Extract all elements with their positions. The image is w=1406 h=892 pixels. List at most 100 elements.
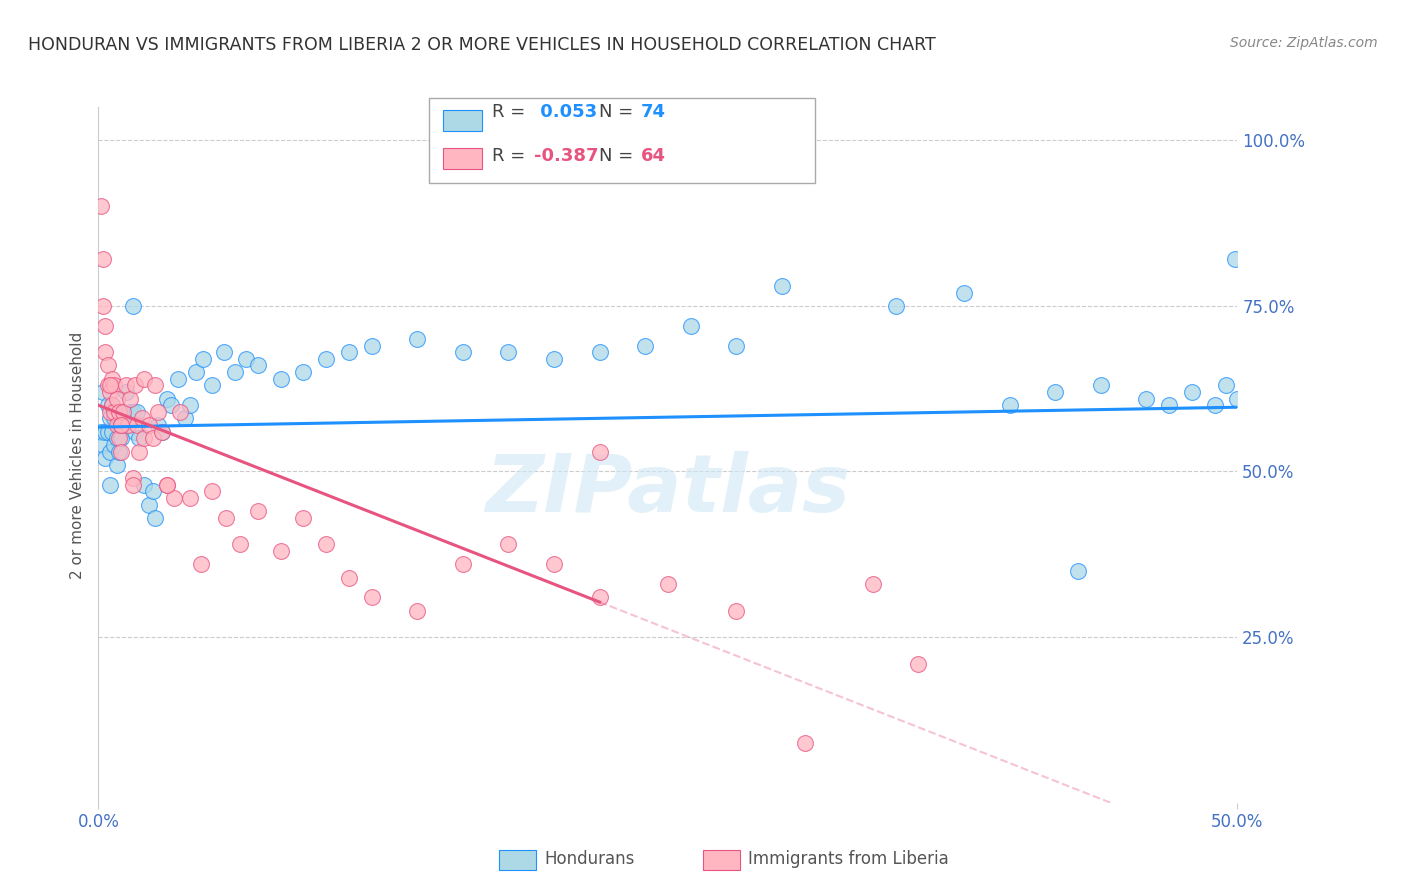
Text: 74: 74 (641, 103, 666, 121)
Point (862, 577, 884, 591)
Point (201, 484, 224, 499)
Point (498, 345, 520, 359)
Point (120, 392, 142, 406)
Point (406, 332, 429, 346)
Point (101, 398, 124, 412)
Point (315, 537, 337, 551)
Point (145, 511, 167, 525)
Point (679, 318, 702, 333)
Point (588, 444, 610, 458)
Point (96, 378, 118, 392)
Point (94, 318, 117, 333)
Point (91, 438, 114, 452)
Point (91, 384, 114, 399)
Point (1223, 252, 1246, 267)
Point (110, 431, 132, 445)
Point (1157, 398, 1180, 412)
Point (156, 392, 179, 406)
Text: R =: R = (492, 103, 531, 121)
Point (235, 351, 257, 366)
Point (224, 365, 246, 379)
Point (94, 425, 117, 439)
Text: N =: N = (599, 147, 638, 165)
Point (360, 338, 382, 352)
Point (1043, 384, 1066, 399)
Point (1067, 564, 1090, 578)
Point (110, 418, 132, 433)
Point (98, 405, 121, 419)
Point (1215, 378, 1237, 392)
Point (105, 458, 128, 472)
Point (127, 418, 149, 433)
Point (270, 372, 292, 386)
Text: HONDURAN VS IMMIGRANTS FROM LIBERIA 2 OR MORE VEHICLES IN HOUSEHOLD CORRELATION : HONDURAN VS IMMIGRANTS FROM LIBERIA 2 OR… (28, 36, 936, 54)
Point (94, 345, 117, 359)
Point (128, 444, 150, 458)
Point (114, 384, 136, 399)
Point (121, 405, 143, 419)
Point (108, 431, 131, 445)
Point (998, 398, 1021, 412)
Point (186, 365, 208, 379)
Point (179, 398, 201, 412)
Point (105, 418, 128, 433)
Point (292, 365, 315, 379)
Point (1181, 384, 1204, 399)
Point (190, 558, 212, 572)
Point (156, 477, 179, 491)
Point (337, 570, 360, 584)
Point (169, 405, 191, 419)
Text: Immigrants from Liberia: Immigrants from Liberia (748, 850, 949, 868)
Text: Hondurans: Hondurans (544, 850, 634, 868)
Point (1135, 392, 1157, 406)
Point (179, 491, 201, 505)
Text: 64: 64 (641, 147, 666, 165)
Point (315, 351, 337, 366)
Point (110, 405, 132, 419)
Point (110, 418, 132, 433)
Point (725, 338, 748, 352)
Point (156, 477, 179, 491)
Point (108, 418, 131, 433)
Point (120, 405, 142, 419)
Point (1090, 378, 1112, 392)
Point (543, 351, 565, 366)
Point (91, 252, 114, 267)
Point (112, 405, 135, 419)
Point (98, 384, 121, 399)
Point (101, 398, 124, 412)
Text: N =: N = (599, 103, 638, 121)
Point (112, 411, 135, 425)
Point (953, 285, 976, 300)
Point (110, 444, 132, 458)
Point (1226, 392, 1249, 406)
Text: -0.387: -0.387 (534, 147, 599, 165)
Point (907, 657, 929, 671)
Point (193, 351, 215, 366)
Point (360, 591, 382, 605)
Point (96, 398, 118, 412)
Point (634, 338, 657, 352)
Point (270, 544, 292, 558)
Point (292, 511, 315, 525)
Point (98, 477, 121, 491)
Point (793, 736, 815, 750)
Point (132, 431, 155, 445)
Point (246, 359, 269, 373)
Point (117, 418, 139, 433)
Point (406, 604, 429, 618)
Point (162, 491, 184, 505)
Point (91, 299, 114, 313)
Point (117, 418, 139, 433)
Point (103, 411, 125, 425)
Point (142, 431, 165, 445)
Point (215, 511, 238, 525)
Point (90, 425, 112, 439)
Point (167, 372, 190, 386)
Point (108, 405, 131, 419)
Y-axis label: 2 or more Vehicles in Household: 2 or more Vehicles in Household (69, 331, 84, 579)
Point (451, 558, 474, 572)
Point (124, 378, 146, 392)
Point (121, 299, 143, 313)
Point (90, 199, 112, 213)
